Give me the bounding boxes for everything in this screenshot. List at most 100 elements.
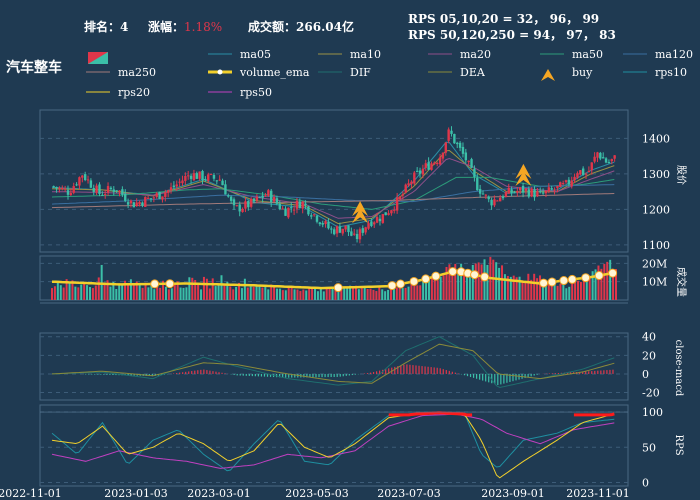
candle <box>375 217 379 223</box>
volume-signal-dot <box>539 278 549 288</box>
volume-bar <box>71 280 74 300</box>
candle <box>433 162 436 165</box>
volume-bar <box>451 272 454 300</box>
volume-bar <box>138 283 141 300</box>
volume-bar <box>74 286 77 300</box>
candle <box>201 170 204 181</box>
volume-bar <box>498 267 501 300</box>
volume-bar <box>278 288 281 300</box>
volume-bar <box>112 282 115 300</box>
candle <box>138 202 141 205</box>
candle <box>118 190 121 192</box>
volume-bar <box>433 274 436 300</box>
candle <box>221 180 224 186</box>
volume-bar <box>407 286 410 300</box>
volume-bar <box>88 286 91 300</box>
volume-bar <box>290 288 293 300</box>
candle <box>570 180 573 187</box>
candle <box>458 142 462 148</box>
candle <box>184 176 187 181</box>
volume-signal-dot <box>448 267 458 277</box>
volume-bar <box>442 275 445 300</box>
candle <box>613 155 616 159</box>
legend-candle-icon-down <box>88 52 108 64</box>
volume-bar <box>214 286 217 300</box>
candle <box>312 214 316 216</box>
volume-signal-dot <box>431 271 441 281</box>
candle <box>292 209 296 211</box>
volume-bar <box>132 283 135 300</box>
volume-bar <box>182 287 185 300</box>
volume-bar <box>62 287 65 300</box>
candle <box>295 200 299 209</box>
candle <box>441 152 445 159</box>
legend-label-DIF: DIF <box>350 66 371 79</box>
candle <box>427 162 430 170</box>
candle <box>227 195 230 197</box>
volume-bar <box>77 287 80 300</box>
legend-label-ma50: ma50 <box>572 48 603 61</box>
volume-bar <box>422 278 425 300</box>
candle <box>524 188 528 191</box>
candle <box>178 181 181 183</box>
candle <box>384 212 387 216</box>
candle <box>590 162 593 171</box>
candle <box>327 221 330 229</box>
volume-bar <box>346 287 349 300</box>
rps20-line <box>51 412 615 479</box>
candle <box>92 188 95 192</box>
candle <box>278 203 281 210</box>
legend-label-DEA: DEA <box>460 66 486 79</box>
candle <box>579 170 582 175</box>
volume-bar <box>477 262 480 300</box>
volume-bar <box>369 288 372 300</box>
candle <box>249 198 253 207</box>
candle <box>75 184 78 186</box>
volume-signal-dot <box>333 283 343 293</box>
candle <box>390 210 393 214</box>
volume-bar <box>109 286 112 300</box>
volume-bar <box>126 283 129 300</box>
candle <box>364 227 367 233</box>
candle <box>81 175 84 178</box>
candle <box>284 208 287 216</box>
rps50-line <box>51 413 615 469</box>
rps-summary-line-2: RPS 50,120,250 = 94， 97， 83 <box>408 28 616 42</box>
candle <box>275 198 279 204</box>
volume-bar <box>395 287 398 300</box>
volume-signal-dot <box>165 279 175 289</box>
candle <box>444 142 447 153</box>
candle <box>438 157 442 165</box>
candle <box>493 199 496 206</box>
volume-bar <box>430 276 433 300</box>
volume-bar <box>501 265 504 300</box>
volume-bar <box>565 288 568 300</box>
candle <box>238 204 241 212</box>
candle <box>261 195 264 198</box>
volume-bar <box>238 282 241 300</box>
candle <box>430 163 433 170</box>
volume-bar <box>585 277 588 300</box>
volume-signal-dot <box>387 281 397 291</box>
volume-bar <box>284 290 287 300</box>
volume-bar <box>308 288 311 300</box>
price-tick-label: 1100 <box>642 239 670 252</box>
volume-bar <box>463 270 466 300</box>
volume-bar <box>200 289 203 300</box>
candle <box>158 191 161 199</box>
volume-bar <box>68 283 71 300</box>
volume-bar <box>401 288 404 300</box>
volume-bar <box>135 281 138 300</box>
candle <box>353 233 356 235</box>
volume-bar <box>436 280 439 300</box>
volume-bar <box>591 271 594 300</box>
volume-bar <box>425 277 428 300</box>
candle <box>530 188 533 197</box>
volume-bar <box>156 283 159 300</box>
volume-bar <box>389 288 392 300</box>
volume-bar <box>606 261 609 300</box>
volume-bar <box>325 287 328 300</box>
candle <box>576 173 579 178</box>
rank-label: 排名： <box>84 20 121 34</box>
candle <box>556 185 559 189</box>
